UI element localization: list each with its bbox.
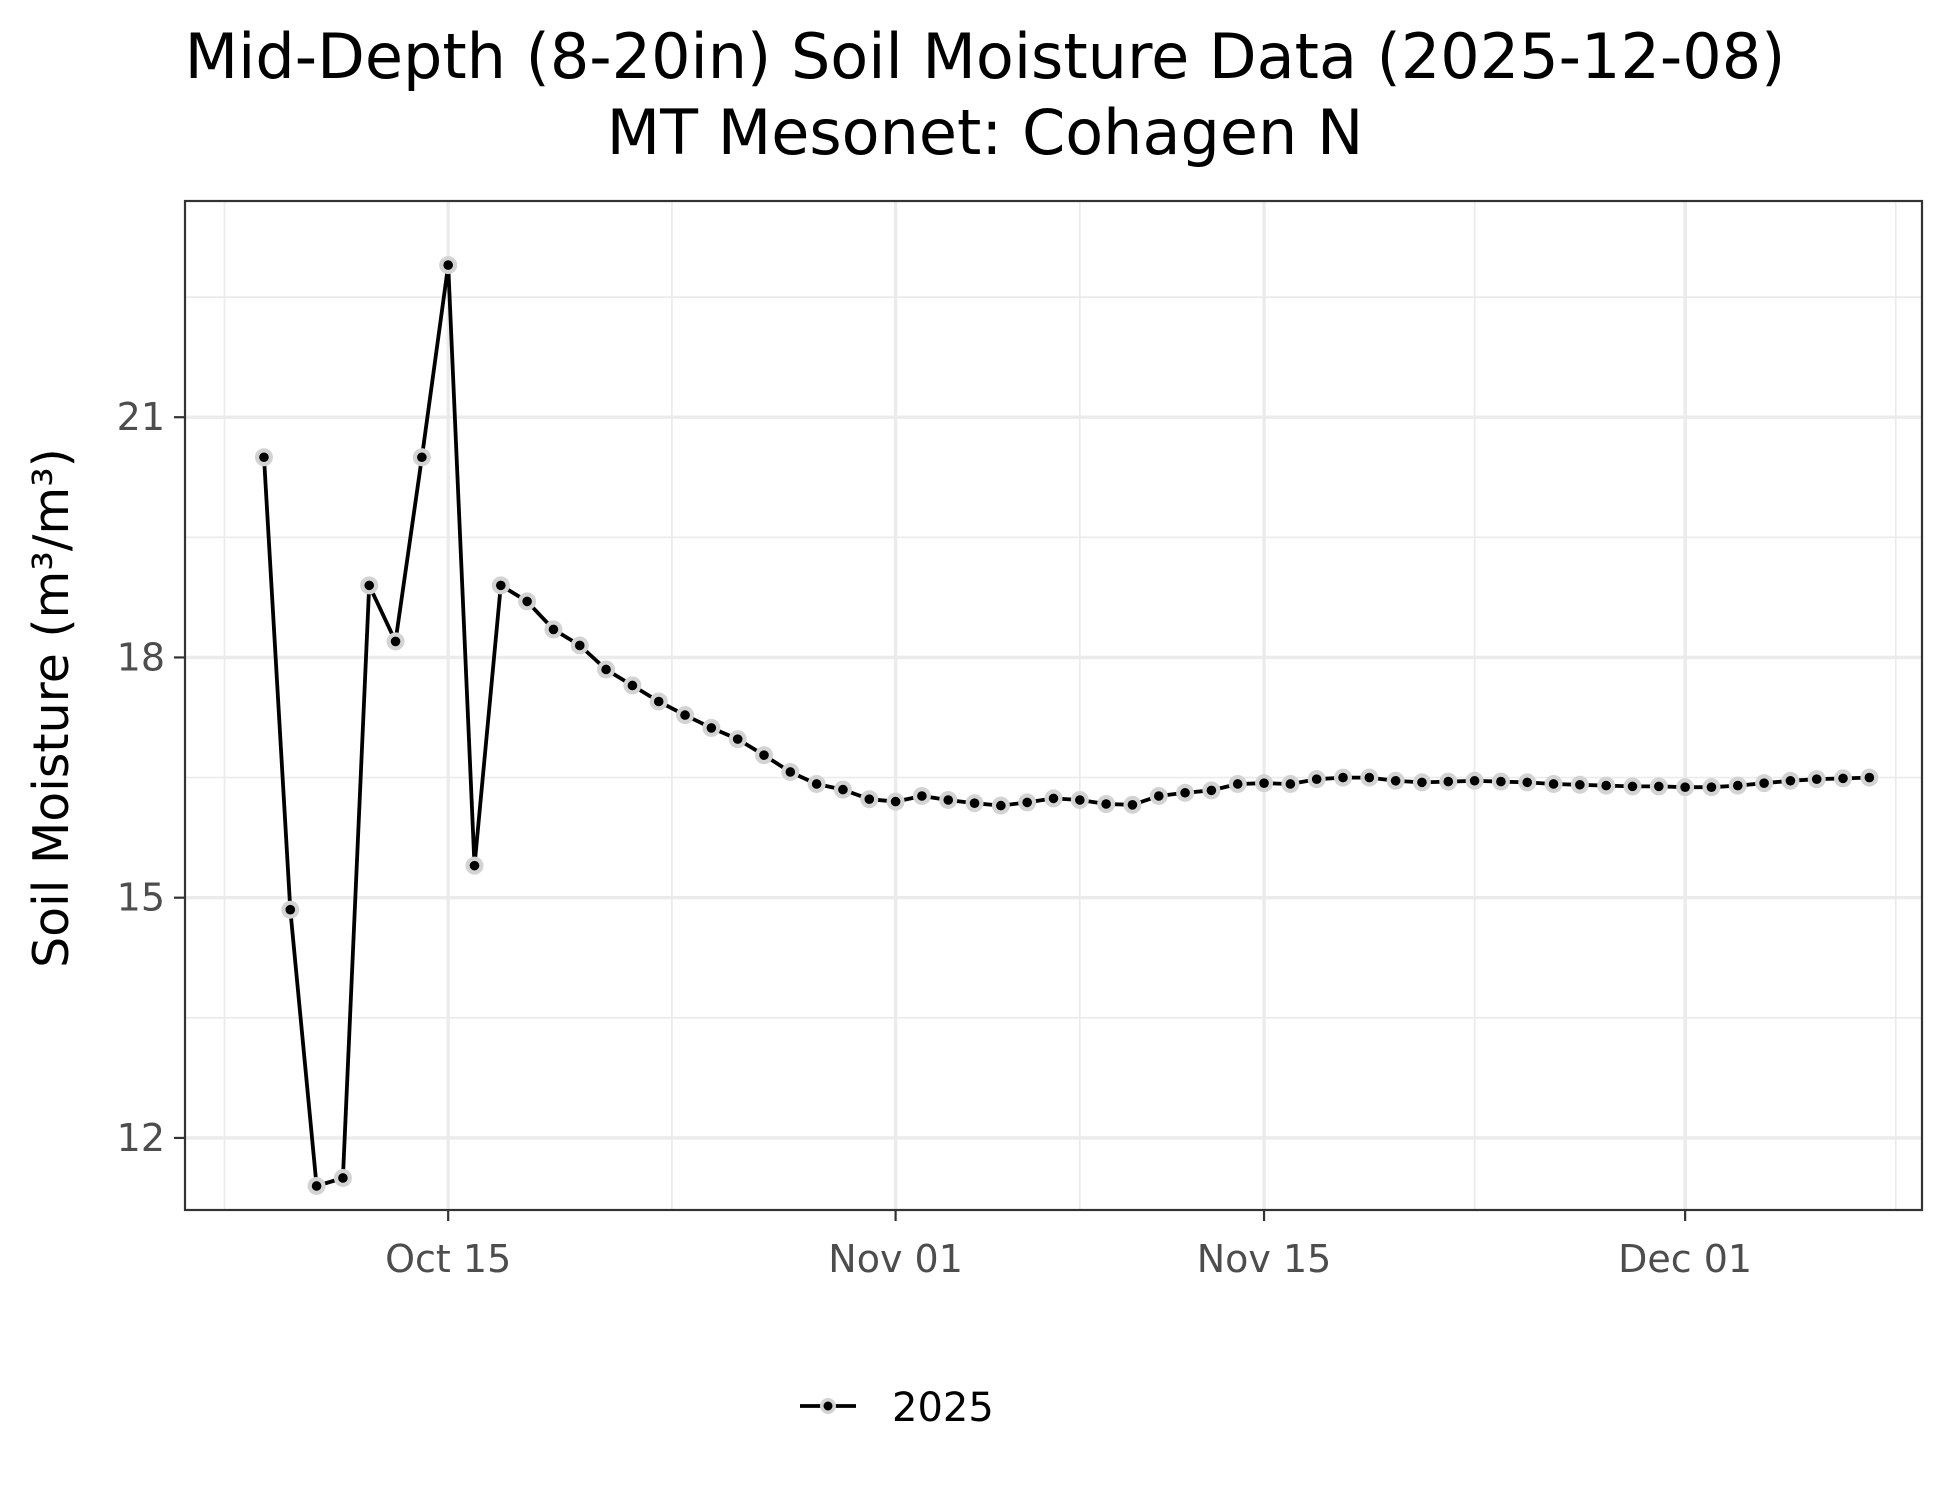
data-point — [653, 696, 664, 707]
data-point — [917, 791, 927, 801]
data-point — [627, 680, 638, 691]
data-point — [1522, 777, 1533, 788]
data-point — [838, 784, 848, 795]
data-point — [390, 636, 401, 647]
y-tick-label: 12 — [117, 1116, 165, 1160]
y-tick-label: 15 — [117, 876, 165, 920]
data-point — [1680, 782, 1690, 792]
legend-label: 2025 — [892, 1385, 994, 1431]
data-point — [1390, 775, 1401, 786]
data-point — [890, 796, 901, 807]
data-point — [1654, 781, 1664, 792]
data-point — [1811, 774, 1822, 784]
data-series — [254, 256, 1879, 1195]
data-point — [1127, 799, 1138, 810]
x-tick-label: Dec 01 — [1618, 1237, 1752, 1281]
data-point — [1575, 779, 1585, 790]
x-tick-label: Nov 01 — [828, 1237, 963, 1281]
y-tick-label: 18 — [117, 635, 165, 679]
grid — [185, 201, 1922, 1210]
data-point — [1075, 795, 1085, 805]
data-point — [1153, 791, 1164, 801]
y-tick-label: 21 — [117, 395, 165, 439]
data-point — [1706, 782, 1717, 792]
data-point — [548, 624, 559, 635]
data-point — [259, 452, 269, 463]
data-point — [601, 664, 611, 675]
panel-border — [183, 199, 1924, 1212]
y-axis-title: Soil Moisture (m³/m³) — [23, 448, 80, 968]
data-point — [1338, 772, 1348, 783]
legend-key-point — [823, 1401, 833, 1411]
data-point — [417, 452, 427, 463]
data-point — [1285, 779, 1296, 789]
data-point — [1785, 775, 1796, 786]
data-point — [1417, 777, 1427, 788]
data-point — [285, 904, 296, 915]
data-point — [1469, 775, 1480, 786]
data-point — [996, 800, 1006, 811]
data-point — [1601, 780, 1611, 791]
data-point — [969, 798, 980, 808]
data-point — [680, 710, 690, 720]
data-point — [1627, 781, 1638, 792]
data-point — [706, 723, 717, 733]
data-point — [311, 1181, 322, 1191]
data-point — [864, 794, 875, 804]
chart-subtitle: MT Mesonet: Cohagen N — [607, 96, 1364, 169]
data-point — [811, 779, 822, 789]
data-point — [1259, 778, 1269, 788]
chart-title: Mid-Depth (8-20in) Soil Moisture Data (2… — [185, 20, 1786, 93]
data-point — [1206, 785, 1217, 796]
data-point — [1101, 799, 1111, 809]
legend: 2025 — [800, 1385, 994, 1431]
data-point — [1838, 773, 1848, 784]
data-point — [364, 580, 375, 591]
data-point — [1759, 778, 1769, 788]
data-point — [443, 260, 453, 270]
data-point — [1548, 779, 1559, 789]
axes: 12 15 18 21 Oct 15 Nov 01 Nov 15 Dec 01 — [117, 395, 1752, 1281]
data-point — [1732, 780, 1743, 791]
x-tick-label: Oct 15 — [385, 1237, 511, 1281]
data-point — [469, 860, 480, 871]
data-point — [759, 750, 769, 760]
data-point — [1048, 793, 1059, 804]
data-point — [1364, 772, 1375, 783]
data-point — [943, 795, 954, 805]
data-point — [574, 640, 585, 651]
data-point — [1180, 787, 1190, 798]
data-point — [732, 734, 743, 744]
data-point — [785, 767, 796, 777]
data-point — [1311, 774, 1322, 784]
series-line — [262, 263, 1870, 1188]
data-point — [1022, 797, 1032, 808]
x-tick-label: Nov 15 — [1197, 1237, 1332, 1281]
data-point — [338, 1173, 348, 1183]
data-point — [496, 580, 506, 591]
data-point — [1443, 776, 1454, 787]
data-point — [1496, 776, 1506, 787]
data-point — [1864, 772, 1875, 783]
data-point — [522, 596, 532, 607]
data-point — [1232, 779, 1243, 789]
